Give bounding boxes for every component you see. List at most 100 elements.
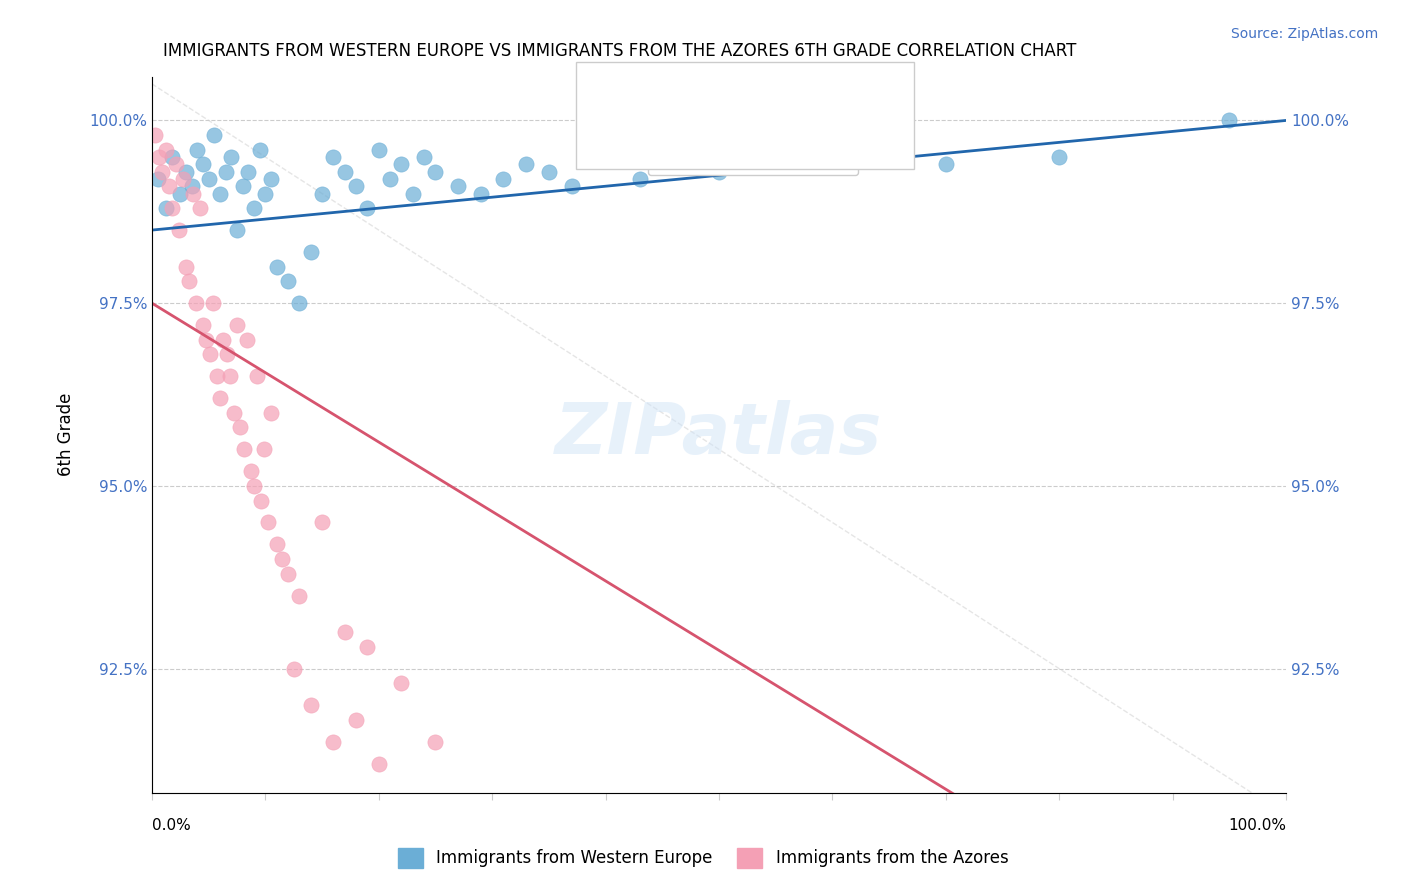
Point	[935, 157, 957, 171]
Point	[515, 157, 537, 171]
Point	[167, 223, 190, 237]
Point	[271, 552, 294, 566]
Point	[367, 143, 389, 157]
Point	[179, 274, 201, 288]
Point	[232, 179, 254, 194]
Point	[191, 157, 214, 171]
Point	[311, 186, 333, 201]
Point	[162, 201, 184, 215]
Point	[246, 369, 269, 384]
Point	[378, 172, 401, 186]
Point	[344, 713, 367, 727]
Point	[256, 516, 278, 530]
Legend: Immigrants from Western Europe, Immigrants from the Azores: Immigrants from Western Europe, Immigran…	[391, 841, 1015, 875]
Point	[148, 150, 170, 164]
Point	[197, 172, 219, 186]
Point	[333, 164, 356, 178]
Point	[253, 442, 276, 457]
Point	[266, 537, 288, 551]
Point	[172, 172, 194, 186]
Point	[195, 333, 218, 347]
Point	[447, 179, 470, 194]
Point	[229, 420, 252, 434]
Point	[157, 179, 180, 194]
Point	[146, 172, 169, 186]
Point	[165, 157, 187, 171]
Text: Source: ZipAtlas.com: Source: ZipAtlas.com	[1230, 27, 1378, 41]
Point	[236, 333, 259, 347]
Point	[243, 479, 266, 493]
Point	[425, 164, 447, 178]
Point	[391, 676, 413, 690]
Point	[367, 756, 389, 771]
Text: ZIPatlas: ZIPatlas	[555, 401, 883, 469]
Point	[391, 157, 413, 171]
Point	[283, 662, 305, 676]
Point	[202, 296, 225, 310]
Point	[277, 274, 299, 288]
Point	[402, 186, 425, 201]
Point	[169, 186, 191, 201]
Point	[413, 150, 436, 164]
Point	[226, 318, 249, 332]
Point	[311, 516, 333, 530]
Point	[344, 179, 367, 194]
Point	[260, 172, 283, 186]
Point	[221, 150, 243, 164]
Point	[595, 150, 617, 164]
Point	[162, 150, 184, 164]
Point	[191, 318, 214, 332]
Point	[1047, 150, 1070, 164]
Point	[238, 164, 260, 178]
Point	[186, 296, 208, 310]
Point	[322, 735, 344, 749]
Point	[215, 347, 238, 361]
Point	[205, 369, 228, 384]
Point	[425, 735, 447, 749]
Y-axis label: 6th Grade: 6th Grade	[58, 393, 75, 476]
Point	[202, 128, 225, 142]
Point	[208, 391, 231, 405]
Point	[150, 164, 173, 178]
Point	[492, 172, 515, 186]
Point	[266, 260, 288, 274]
Point	[260, 406, 283, 420]
Point	[243, 201, 266, 215]
Point	[299, 245, 322, 260]
Point	[707, 164, 730, 178]
Point	[249, 143, 271, 157]
Point	[232, 442, 254, 457]
Point	[143, 128, 166, 142]
Point	[214, 164, 236, 178]
Point	[288, 589, 311, 603]
Point	[188, 201, 211, 215]
Point	[180, 179, 202, 194]
Point	[186, 143, 208, 157]
Text: 0.0%: 0.0%	[152, 819, 191, 833]
Point	[560, 179, 582, 194]
Point	[288, 296, 311, 310]
Point	[277, 566, 299, 581]
Point	[249, 493, 271, 508]
Point	[155, 201, 177, 215]
Text: IMMIGRANTS FROM WESTERN EUROPE VS IMMIGRANTS FROM THE AZORES 6TH GRADE CORRELATI: IMMIGRANTS FROM WESTERN EUROPE VS IMMIGR…	[163, 42, 1077, 60]
Point	[219, 369, 242, 384]
Point	[208, 186, 231, 201]
Point	[174, 260, 197, 274]
Point	[174, 164, 197, 178]
Legend: R = 0.472   N = 49, R = -0.175   N = 49: R = 0.472 N = 49, R = -0.175 N = 49	[648, 106, 858, 175]
Point	[537, 164, 560, 178]
Point	[470, 186, 492, 201]
Point	[239, 464, 262, 478]
Point	[333, 625, 356, 640]
Point	[662, 157, 685, 171]
Point	[198, 347, 221, 361]
Point	[212, 333, 235, 347]
Point	[322, 150, 344, 164]
Point	[1218, 113, 1240, 128]
Point	[299, 698, 322, 713]
Point	[254, 186, 277, 201]
Point	[226, 223, 249, 237]
Point	[821, 143, 844, 157]
Point	[222, 406, 245, 420]
